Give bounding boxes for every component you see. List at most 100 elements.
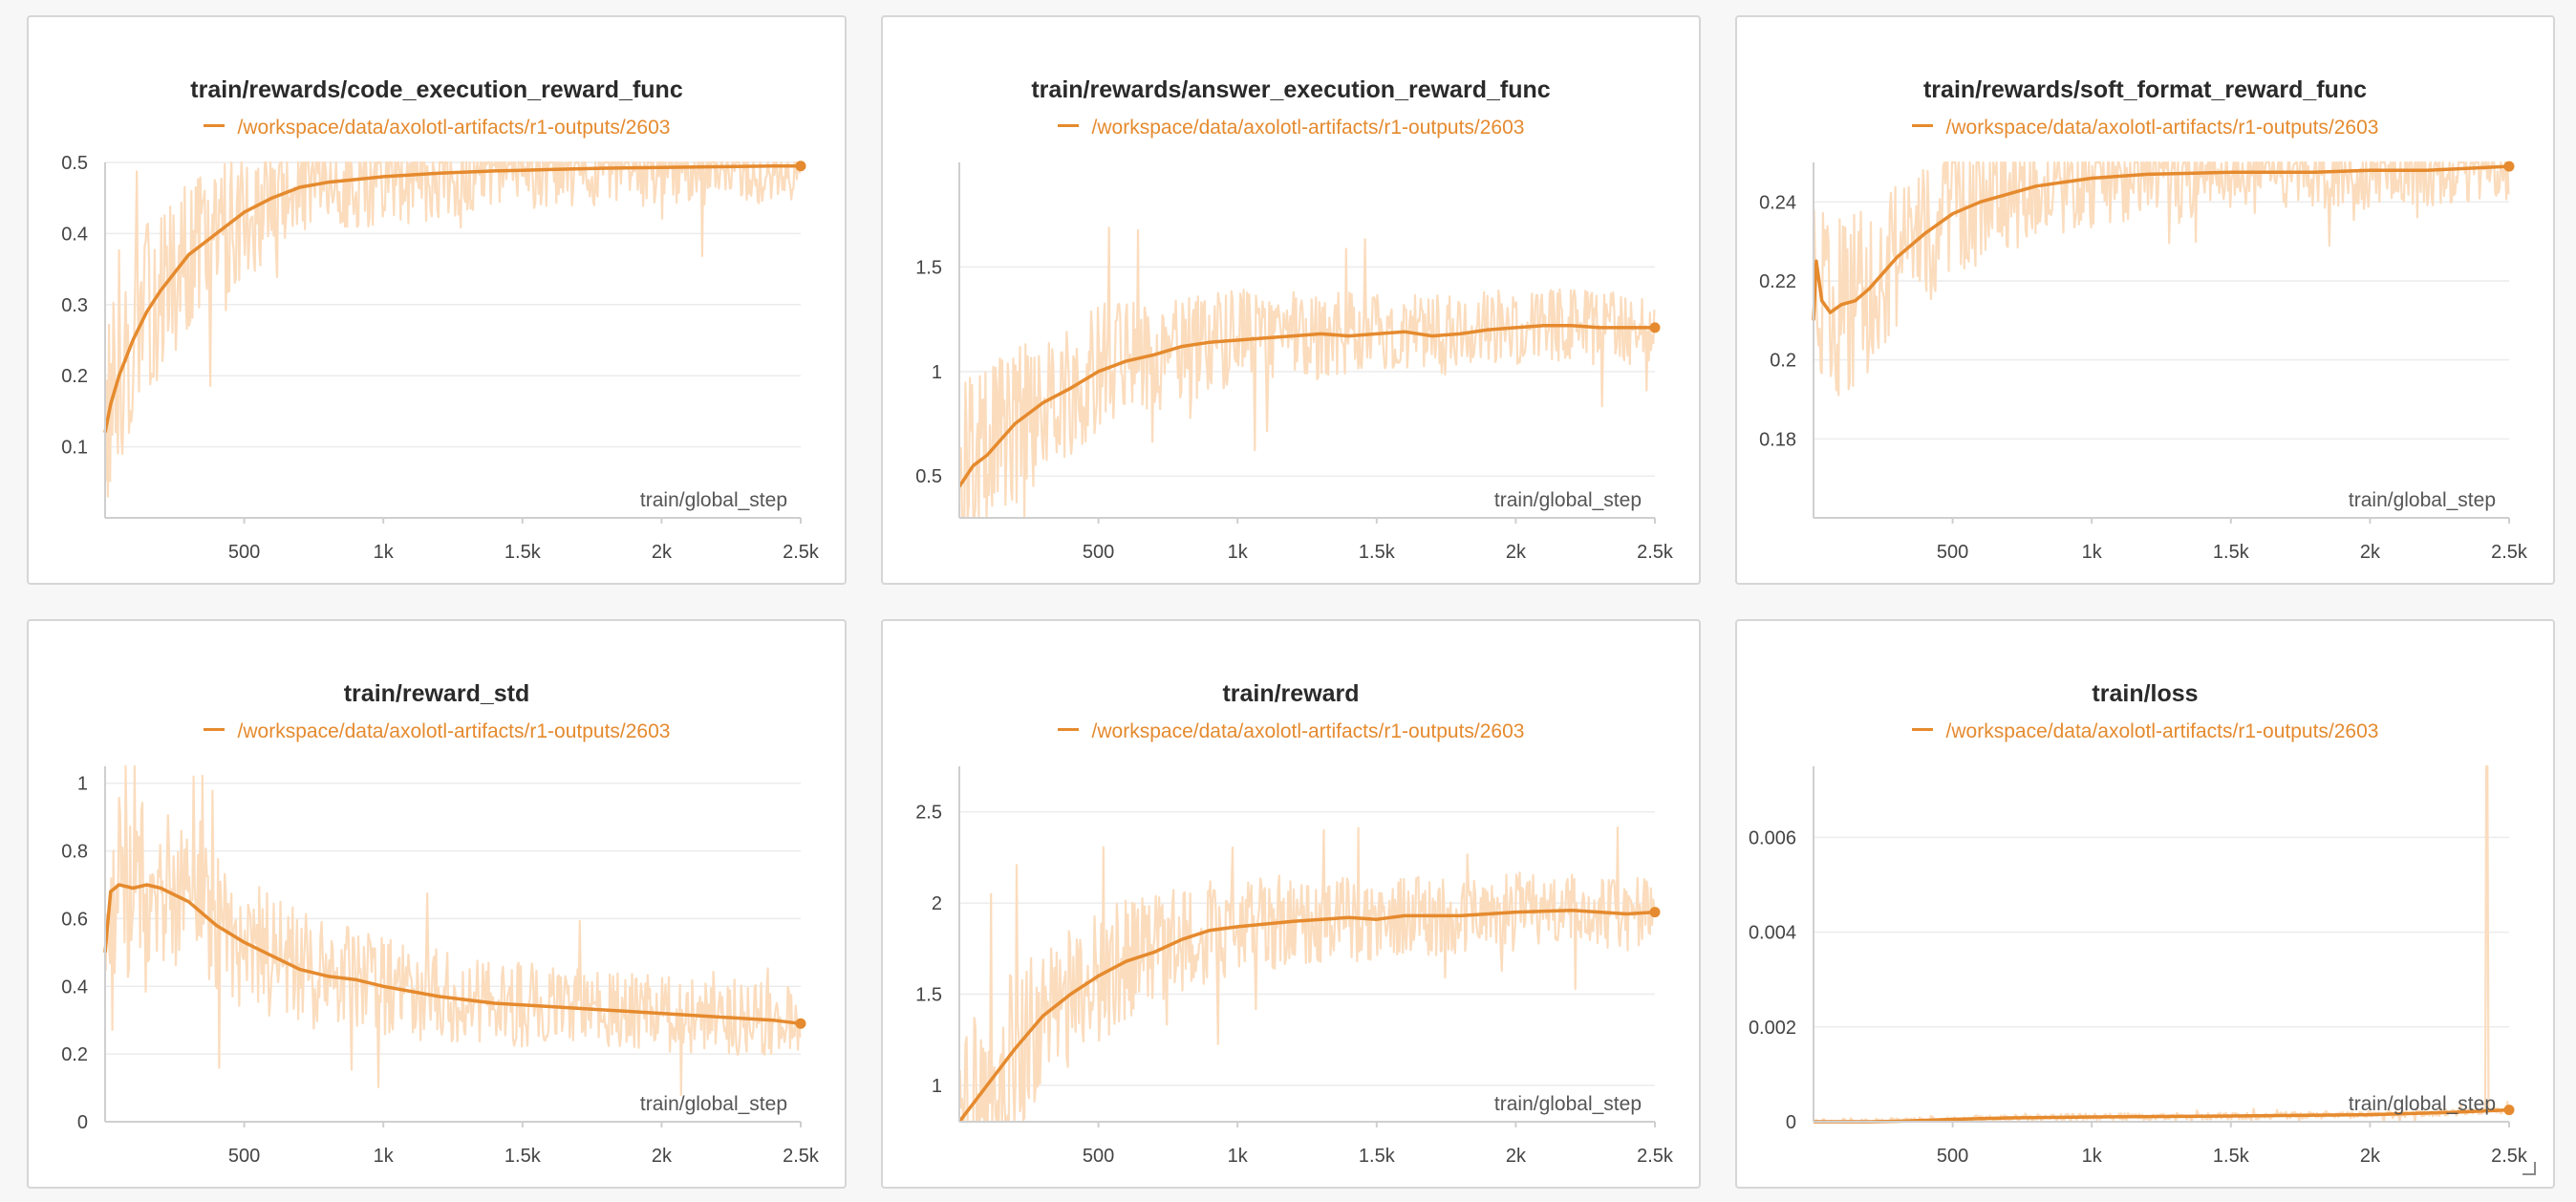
y-tick-label: 0.2 xyxy=(61,1044,88,1065)
y-tick-label: 0 xyxy=(77,1112,88,1133)
legend-swatch xyxy=(1911,727,1933,731)
y-tick-label: 0.24 xyxy=(1759,192,1796,213)
series-end-point xyxy=(2503,161,2515,172)
chart-svg: 0.5 1 1.5 500 1k 1.5k 2k 2.5k train/global_step xyxy=(915,162,1674,563)
y-tick-label: 1.5 xyxy=(915,257,942,278)
chart-panel-answer-execution[interactable]: train/rewards/answer_execution_reward_fu… xyxy=(881,15,1701,585)
smoothed-series-line xyxy=(957,323,1655,488)
raw-series-line xyxy=(958,826,1656,1124)
series-end-point xyxy=(1649,322,1661,333)
chart-legend: /workspace/data/axolotl-artifacts/r1-out… xyxy=(29,720,845,743)
chart-title: train/loss xyxy=(2092,680,2199,707)
chart-title: train/rewards/soft_format_reward_func xyxy=(1922,76,2368,103)
chart-legend: /workspace/data/axolotl-artifacts/r1-out… xyxy=(883,117,1699,140)
y-tick-label: 1.5 xyxy=(915,984,942,1005)
y-tick-label: 0.5 xyxy=(61,153,88,174)
x-tick-label: 2.5k xyxy=(1637,1146,1674,1167)
chart-svg: 0.18 0.2 0.22 0.24 500 1k 1.5k 2k 2.5k train/glob… xyxy=(1759,161,2528,563)
y-tick-label: 0.002 xyxy=(1749,1018,1796,1039)
y-tick-label: 2.5 xyxy=(915,803,942,824)
x-tick-label: 1.5k xyxy=(504,1146,542,1167)
legend-label: /workspace/data/axolotl-artifacts/r1-out… xyxy=(1091,720,1525,742)
y-tick-label: 0.4 xyxy=(61,977,88,998)
chart-legend: /workspace/data/axolotl-artifacts/r1-out… xyxy=(29,117,845,140)
chart-panel-reward[interactable]: train/reward /workspace/data/axolotl-art… xyxy=(881,619,1701,1189)
y-tick-label: 1 xyxy=(77,774,88,795)
y-tick-label: 1 xyxy=(932,362,942,383)
series-end-point xyxy=(1649,907,1661,918)
x-axis-label: train/global_step xyxy=(2349,489,2496,511)
series-end-point xyxy=(2503,1105,2515,1116)
x-tick-label: 1k xyxy=(2082,1146,2103,1167)
x-tick-label: 1k xyxy=(374,1146,395,1167)
legend-label: /workspace/data/axolotl-artifacts/r1-out… xyxy=(237,720,671,742)
x-tick-label: 500 xyxy=(1083,542,1114,563)
x-tick-label: 1k xyxy=(2082,542,2103,563)
x-axis-label: train/global_step xyxy=(1494,1093,1642,1115)
chart-panel-soft-format[interactable]: train/rewards/soft_format_reward_func /w… xyxy=(1735,15,2555,585)
x-tick-label: 2k xyxy=(1506,542,1527,563)
x-tick-label: 2k xyxy=(652,542,673,563)
y-tick-label: 0.004 xyxy=(1749,923,1796,944)
x-axis-label: train/global_step xyxy=(640,489,787,511)
x-tick-label: 2.5k xyxy=(2491,1146,2528,1167)
y-tick-label: 0.6 xyxy=(61,909,88,930)
x-tick-label: 1.5k xyxy=(1359,1146,1396,1167)
x-tick-label: 2k xyxy=(2360,542,2381,563)
legend-label: /workspace/data/axolotl-artifacts/r1-out… xyxy=(237,117,671,139)
y-tick-label: 0.18 xyxy=(1759,429,1796,450)
legend-swatch xyxy=(203,727,225,731)
chart-panel-code-execution[interactable]: train/rewards/code_execution_reward_func… xyxy=(27,15,847,585)
y-tick-label: 2 xyxy=(932,893,942,914)
smoothed-series-line xyxy=(957,908,1656,1124)
x-tick-label: 500 xyxy=(1937,1146,1968,1167)
y-tick-label: 0.3 xyxy=(61,295,88,316)
x-axis-label: train/global_step xyxy=(1494,489,1642,511)
y-tick-label: 0.5 xyxy=(915,466,942,487)
x-tick-label: 1k xyxy=(1228,542,1249,563)
chart-title: train/rewards/code_execution_reward_func xyxy=(190,76,683,103)
x-tick-label: 2.5k xyxy=(2491,542,2528,563)
x-tick-label: 1.5k xyxy=(2213,1146,2250,1167)
x-tick-label: 1.5k xyxy=(1359,542,1396,563)
legend-label: /workspace/data/axolotl-artifacts/r1-out… xyxy=(1945,117,2379,139)
y-tick-label: 0.22 xyxy=(1759,271,1796,292)
y-tick-label: 1 xyxy=(932,1076,942,1097)
raw-series-line xyxy=(1814,764,2510,1124)
y-tick-label: 0.2 xyxy=(61,366,88,387)
x-tick-label: 2k xyxy=(652,1146,673,1167)
y-tick-label: 0.8 xyxy=(61,842,88,863)
chart-svg: 0 0.002 0.004 0.006 500 1k 1.5k 2k 2.5k train/glo… xyxy=(1749,764,2528,1167)
x-tick-label: 500 xyxy=(1083,1146,1114,1167)
chart-svg: 0.1 0.2 0.3 0.4 0.5 500 1k 1.5k 2k 2.5k train/glob… xyxy=(61,153,820,563)
raw-series-line xyxy=(958,226,1656,520)
raw-series-line xyxy=(1813,161,2510,397)
series-end-point xyxy=(795,161,806,172)
x-tick-label: 500 xyxy=(228,542,260,563)
x-tick-label: 2k xyxy=(2360,1146,2381,1167)
x-tick-label: 500 xyxy=(1937,542,1968,563)
chart-title: train/reward_std xyxy=(343,680,530,707)
y-tick-label: 0.4 xyxy=(61,224,88,245)
x-tick-label: 1.5k xyxy=(504,542,542,563)
x-tick-label: 1k xyxy=(1228,1146,1249,1167)
smoothed-series-line xyxy=(1812,164,2510,321)
legend-swatch xyxy=(1057,727,1079,731)
x-axis-label: train/global_step xyxy=(640,1093,787,1115)
smoothed-series-line xyxy=(103,163,801,434)
chart-panel-reward-std[interactable]: train/reward_std /workspace/data/axolotl… xyxy=(27,619,847,1189)
resize-handle-icon[interactable] xyxy=(2522,1162,2536,1175)
y-tick-label: 0.006 xyxy=(1749,827,1796,848)
chart-title: train/rewards/answer_execution_reward_fu… xyxy=(1031,76,1551,103)
chart-legend: /workspace/data/axolotl-artifacts/r1-out… xyxy=(1737,720,2553,743)
chart-panel-loss[interactable]: train/loss /workspace/data/axolotl-artif… xyxy=(1735,619,2555,1189)
x-axis-label: train/global_step xyxy=(2349,1093,2496,1115)
y-tick-label: 0 xyxy=(1786,1112,1796,1133)
x-tick-label: 2.5k xyxy=(783,542,820,563)
legend-swatch xyxy=(1911,123,1933,127)
raw-series-line xyxy=(104,764,802,1097)
x-tick-label: 2k xyxy=(1506,1146,1527,1167)
chart-svg: 1 1.5 2 2.5 500 1k 1.5k 2k 2.5k train/global_step xyxy=(915,766,1674,1167)
legend-label: /workspace/data/axolotl-artifacts/r1-out… xyxy=(1945,720,2379,742)
y-tick-label: 0.2 xyxy=(1770,351,1796,372)
